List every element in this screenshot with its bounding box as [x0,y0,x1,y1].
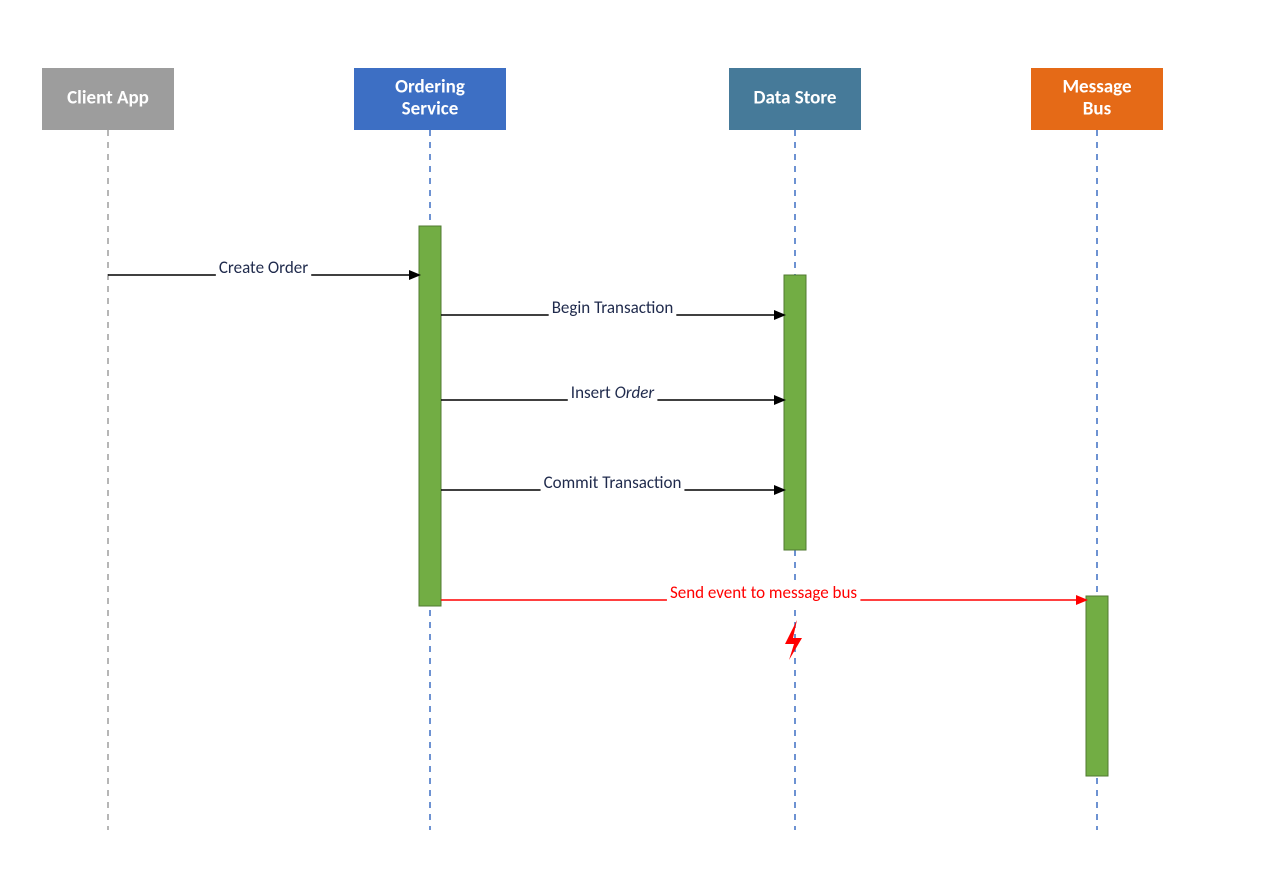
failure-bolt-icon [785,620,802,660]
participant-label-client: Client App [67,87,149,110]
participant-label-bus: Message [1062,76,1131,99]
sequence-diagram: Client App OrderingService Data Store Messa… [0,0,1280,882]
message-label-2: Insert Order [571,382,655,403]
message-label-3: Commit Transaction [544,472,682,493]
activation-ordering [419,226,441,606]
message-label-4: Send event to message bus [670,582,857,603]
participant-label-ordering: Service [402,98,459,121]
message-label-0: Create Order [219,257,308,278]
participant-label-ordering: Ordering [395,76,465,99]
message-label-1: Begin Transaction [552,297,674,318]
participant-label-data: Data Store [754,87,837,110]
participant-label-bus: Bus [1083,98,1112,121]
activation-data [784,275,806,550]
activation-bus [1086,596,1108,776]
